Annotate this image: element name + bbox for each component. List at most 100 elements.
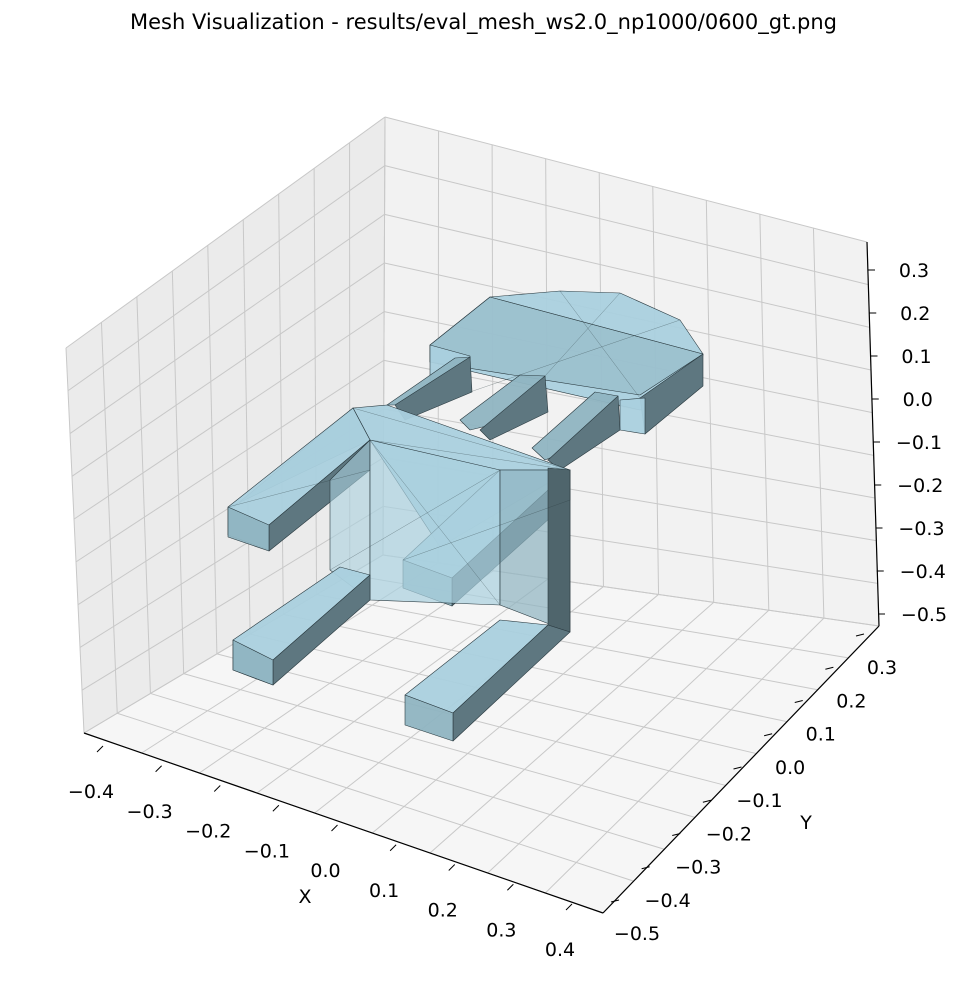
y-tick-label: −0.1 [736,790,782,812]
x-tick-label: 0.3 [486,919,516,941]
grid-line [65,347,85,734]
x-tick [213,785,221,792]
y-tick [764,733,773,737]
grid-line [67,165,386,392]
z-tick-label: −0.4 [900,561,946,583]
grid-line [207,245,218,654]
axis-lines [83,241,885,914]
y-tick-label: 0.2 [836,690,866,712]
mesh-edge [402,499,571,561]
left-rail-end [227,506,270,552]
grid-line [278,193,284,615]
y-tick [825,666,834,670]
x-tick [155,765,162,773]
x-axis-line [83,732,604,914]
z-tick-label: −0.5 [901,604,947,626]
grid-line [283,613,788,723]
mesh-edge [369,439,571,471]
x-tick-label: 0.0 [310,860,340,882]
grid-line [171,270,185,674]
z-tick-label: 0.2 [900,303,930,325]
y-tick [794,700,803,703]
grid-line [384,165,869,286]
grid-line [384,116,868,243]
x-tick [565,903,573,911]
mesh-edge [369,439,501,606]
grid-line [242,219,251,635]
grid-line [71,262,385,477]
y-tick-label: 0.0 [775,757,805,779]
mesh-edge [329,469,501,571]
x-tick [96,745,104,753]
z-tick-label: −0.2 [897,475,943,497]
mesh-edge [559,290,641,399]
grid-line [73,311,385,520]
grid-line [705,200,715,603]
chair-mesh [227,290,704,742]
y-tick [641,866,650,870]
mesh-edge [469,319,681,393]
lower-left-end [232,639,274,686]
y-tick [733,766,742,770]
x-tick-label: 0.2 [428,900,458,922]
grid-line [150,692,665,850]
mesh-edge [227,469,371,508]
grid-line [199,570,494,774]
x-tick-label: −0.1 [244,840,290,862]
x-tick [507,883,514,891]
y-tick-label: −0.4 [645,890,691,912]
grid-lines [65,116,880,914]
grid-line [65,116,386,349]
grid-line [136,296,151,694]
grid-line [316,594,818,691]
mesh-edge [489,296,704,355]
y-tick [702,799,711,803]
grid-line [759,214,770,611]
grid-line [487,609,770,874]
x-tick [272,804,280,812]
x-tick-label: −0.4 [68,781,114,803]
z-tick-label: 0.3 [899,260,929,282]
x-tick [331,824,338,832]
mesh-edge [352,407,571,471]
x-tick [448,864,456,871]
z-tick-label: −0.3 [898,518,944,540]
grid-line [100,322,118,714]
y-tick [610,899,620,903]
y-tick-label: −0.3 [675,857,721,879]
y-tick-label: −0.2 [706,823,752,845]
x-tick-label: 0.1 [369,880,399,902]
slat-side [479,375,549,441]
x-tick-label: −0.3 [127,801,173,823]
y-axis-label: Y [799,812,812,834]
seat-body-edge [547,467,571,633]
z-tick-label: 0.1 [901,346,931,368]
y-tick-label: −0.5 [614,923,660,945]
z-axis-line [866,241,880,627]
y-tick [855,633,865,637]
grid-line [544,617,825,894]
x-tick-label: 0.4 [545,939,575,961]
grid-line [117,712,634,882]
grid-line [384,213,870,328]
grid-line [429,601,714,854]
grid-line [313,168,318,595]
grid-line [183,673,696,818]
x-tick [389,844,397,852]
y-tick-label: 0.3 [867,657,897,679]
grid-line [69,213,385,434]
z-tick-label: −0.1 [896,432,942,454]
left-pane [66,117,385,733]
y-tick-label: 0.1 [806,724,836,746]
backrest-post [619,397,646,435]
grid-line [812,228,825,619]
lower-right-end [404,694,454,742]
tick-labels: −0.4−0.3−0.2−0.10.00.10.20.30.4−0.5−0.4−… [68,260,947,961]
grid-line [256,578,549,794]
grid-line [372,594,659,834]
z-tick-label: 0.0 [903,389,933,411]
x-tick-label: −0.2 [185,821,231,843]
chart-title: Mesh Visualization - results/eval_mesh_w… [130,10,837,34]
x-axis-label: X [298,886,311,908]
